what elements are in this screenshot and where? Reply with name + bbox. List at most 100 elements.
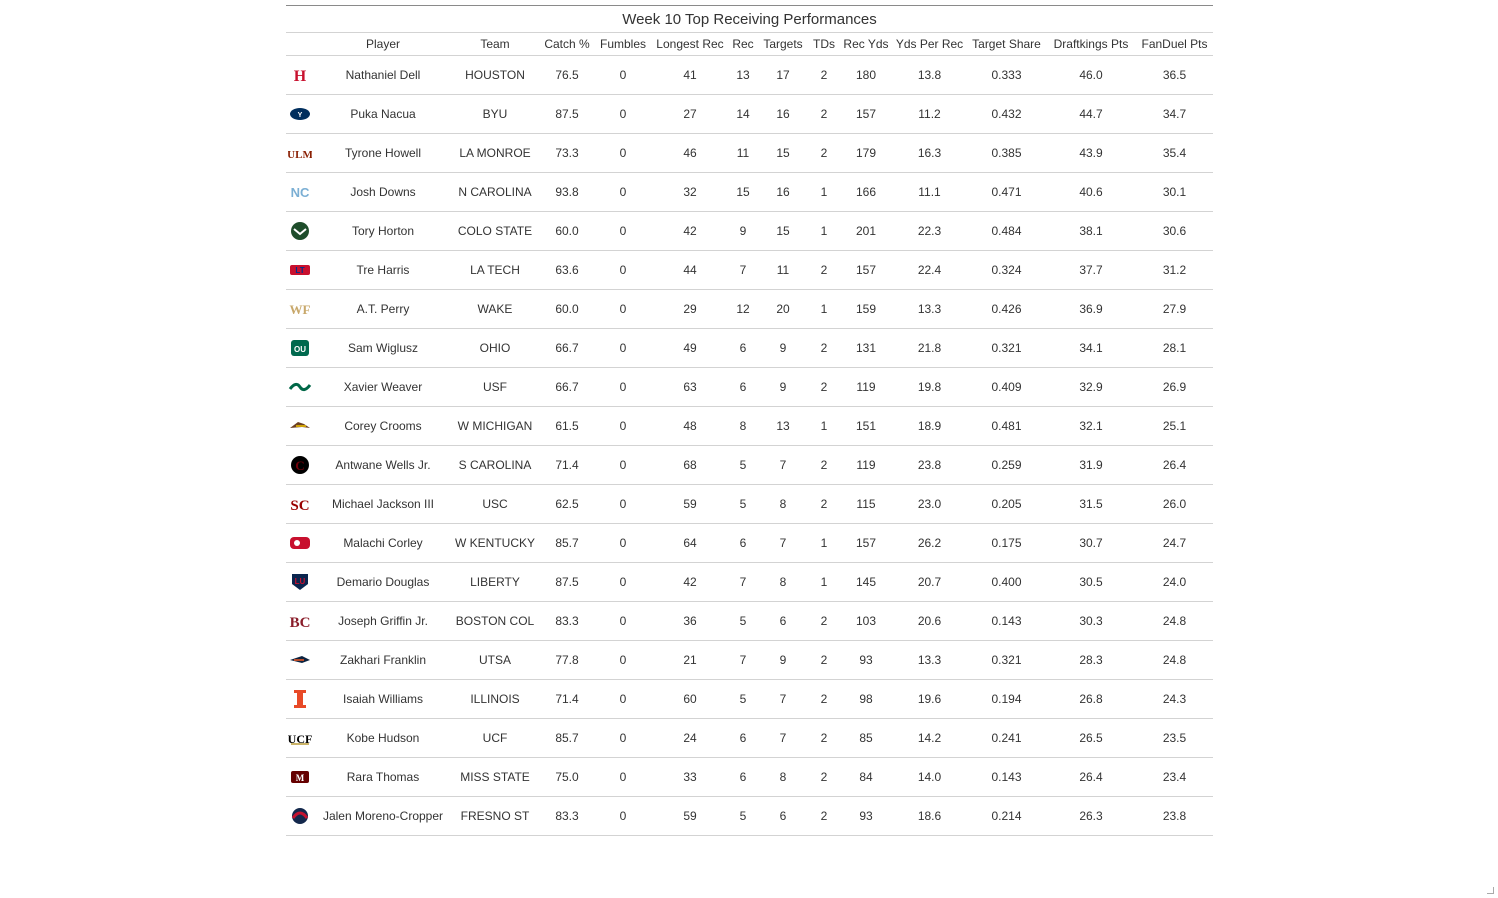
cell-draftkings-pts: 26.3 <box>1046 796 1136 836</box>
cell-targets: 13 <box>758 406 808 446</box>
cell-player-name: Josh Downs <box>316 172 450 212</box>
cell-catch-pct: 85.7 <box>540 523 594 563</box>
cell-draftkings-pts: 30.3 <box>1046 601 1136 641</box>
cell-rec: 12 <box>728 289 758 329</box>
cell-targets: 7 <box>758 523 808 563</box>
resize-handle[interactable] <box>1487 887 1494 894</box>
cell-rec: 6 <box>728 367 758 407</box>
cell-tds: 2 <box>808 718 840 758</box>
cell-targets: 11 <box>758 250 808 290</box>
cell-rec: 6 <box>728 328 758 368</box>
cell-player-name: Tre Harris <box>316 250 450 290</box>
western-michigan-logo-icon <box>286 406 316 446</box>
cell-targets: 16 <box>758 94 808 134</box>
cell-fanduel-pts: 31.2 <box>1136 250 1213 290</box>
svg-text:SC: SC <box>290 498 309 514</box>
cell-targets: 15 <box>758 133 808 173</box>
cell-rec: 13 <box>728 55 758 95</box>
cell-team-name: W KENTUCKY <box>450 523 540 563</box>
cell-catch-pct: 75.0 <box>540 757 594 797</box>
cell-targets: 7 <box>758 718 808 758</box>
svg-text:WF: WF <box>290 302 311 317</box>
cell-rec: 8 <box>728 406 758 446</box>
cell-fumbles: 0 <box>594 250 652 290</box>
cell-yds-per-rec: 22.3 <box>892 211 967 251</box>
cell-draftkings-pts: 44.7 <box>1046 94 1136 134</box>
la-monroe-logo-icon: ULM <box>286 133 316 173</box>
cell-draftkings-pts: 38.1 <box>1046 211 1136 251</box>
cell-rec-yds: 145 <box>840 562 892 602</box>
cell-fumbles: 0 <box>594 172 652 212</box>
cell-yds-per-rec: 11.2 <box>892 94 967 134</box>
cell-catch-pct: 87.5 <box>540 94 594 134</box>
cell-catch-pct: 85.7 <box>540 718 594 758</box>
cell-rec: 5 <box>728 601 758 641</box>
cell-fanduel-pts: 23.8 <box>1136 796 1213 836</box>
cell-draftkings-pts: 31.9 <box>1046 445 1136 485</box>
liberty-logo-icon: LU <box>286 562 316 602</box>
illinois-logo-icon <box>286 679 316 719</box>
cell-fumbles: 0 <box>594 523 652 563</box>
cell-team-name: USF <box>450 367 540 407</box>
table-row: Malachi Corley W KENTUCKY 85.7 0 64 6 7 1 157 26.… <box>286 523 1213 563</box>
cell-rec: 5 <box>728 796 758 836</box>
cell-rec: 5 <box>728 484 758 524</box>
cell-team-name: W MICHIGAN <box>450 406 540 446</box>
western-kentucky-logo-icon <box>286 523 316 563</box>
table-row: Isaiah Williams ILLINOIS 71.4 0 60 5 7 2 98 19.6 0… <box>286 679 1213 719</box>
cell-fanduel-pts: 30.6 <box>1136 211 1213 251</box>
cell-targets: 8 <box>758 757 808 797</box>
cell-team-name: LA TECH <box>450 250 540 290</box>
cell-catch-pct: 71.4 <box>540 679 594 719</box>
receiving-table: Player Team Catch % Fumbles Longest Rec Rec Ta… <box>286 33 1213 836</box>
cell-yds-per-rec: 19.6 <box>892 679 967 719</box>
svg-text:BC: BC <box>290 615 311 631</box>
cell-yds-per-rec: 20.6 <box>892 601 967 641</box>
cell-fumbles: 0 <box>594 445 652 485</box>
cell-tds: 2 <box>808 640 840 680</box>
cell-target-share: 0.385 <box>967 133 1046 173</box>
cell-yds-per-rec: 19.8 <box>892 367 967 407</box>
cell-fanduel-pts: 24.3 <box>1136 679 1213 719</box>
table-row: BC Joseph Griffin Jr. BOSTON COL 83.3 0 36 5 6 2… <box>286 601 1213 641</box>
cell-tds: 2 <box>808 55 840 95</box>
cell-draftkings-pts: 40.6 <box>1046 172 1136 212</box>
cell-yds-per-rec: 22.4 <box>892 250 967 290</box>
cell-tds: 1 <box>808 562 840 602</box>
cell-longest-rec: 32 <box>652 172 728 212</box>
cell-tds: 2 <box>808 445 840 485</box>
cell-fumbles: 0 <box>594 562 652 602</box>
cell-target-share: 0.143 <box>967 601 1046 641</box>
cell-targets: 6 <box>758 796 808 836</box>
svg-text:OU: OU <box>294 345 306 354</box>
cell-tds: 1 <box>808 406 840 446</box>
cell-fanduel-pts: 26.4 <box>1136 445 1213 485</box>
byu-logo-icon: Y <box>286 94 316 134</box>
cell-fanduel-pts: 24.0 <box>1136 562 1213 602</box>
column-header-target-share: Target Share <box>967 33 1046 56</box>
cell-player-name: Tory Horton <box>316 211 450 251</box>
cell-draftkings-pts: 36.9 <box>1046 289 1136 329</box>
cell-player-name: Sam Wiglusz <box>316 328 450 368</box>
cell-catch-pct: 62.5 <box>540 484 594 524</box>
cell-draftkings-pts: 26.4 <box>1046 757 1136 797</box>
cell-draftkings-pts: 37.7 <box>1046 250 1136 290</box>
cell-catch-pct: 73.3 <box>540 133 594 173</box>
svg-text:UCF: UCF <box>288 732 312 746</box>
cell-tds: 2 <box>808 94 840 134</box>
cell-yds-per-rec: 11.1 <box>892 172 967 212</box>
table-row: WF A.T. Perry WAKE 60.0 0 29 12 20 1 159 13.3 0.426… <box>286 289 1213 329</box>
column-header-targets: Targets <box>758 33 808 56</box>
cell-catch-pct: 71.4 <box>540 445 594 485</box>
cell-rec-yds: 119 <box>840 367 892 407</box>
cell-fumbles: 0 <box>594 289 652 329</box>
cell-tds: 1 <box>808 211 840 251</box>
cell-target-share: 0.175 <box>967 523 1046 563</box>
cell-rec: 7 <box>728 250 758 290</box>
cell-targets: 9 <box>758 640 808 680</box>
cell-longest-rec: 42 <box>652 211 728 251</box>
cell-rec: 15 <box>728 172 758 212</box>
cell-rec-yds: 115 <box>840 484 892 524</box>
cell-catch-pct: 60.0 <box>540 289 594 329</box>
table-row: Jalen Moreno-Cropper FRESNO ST 83.3 0 59 5 6 2 9… <box>286 796 1213 836</box>
